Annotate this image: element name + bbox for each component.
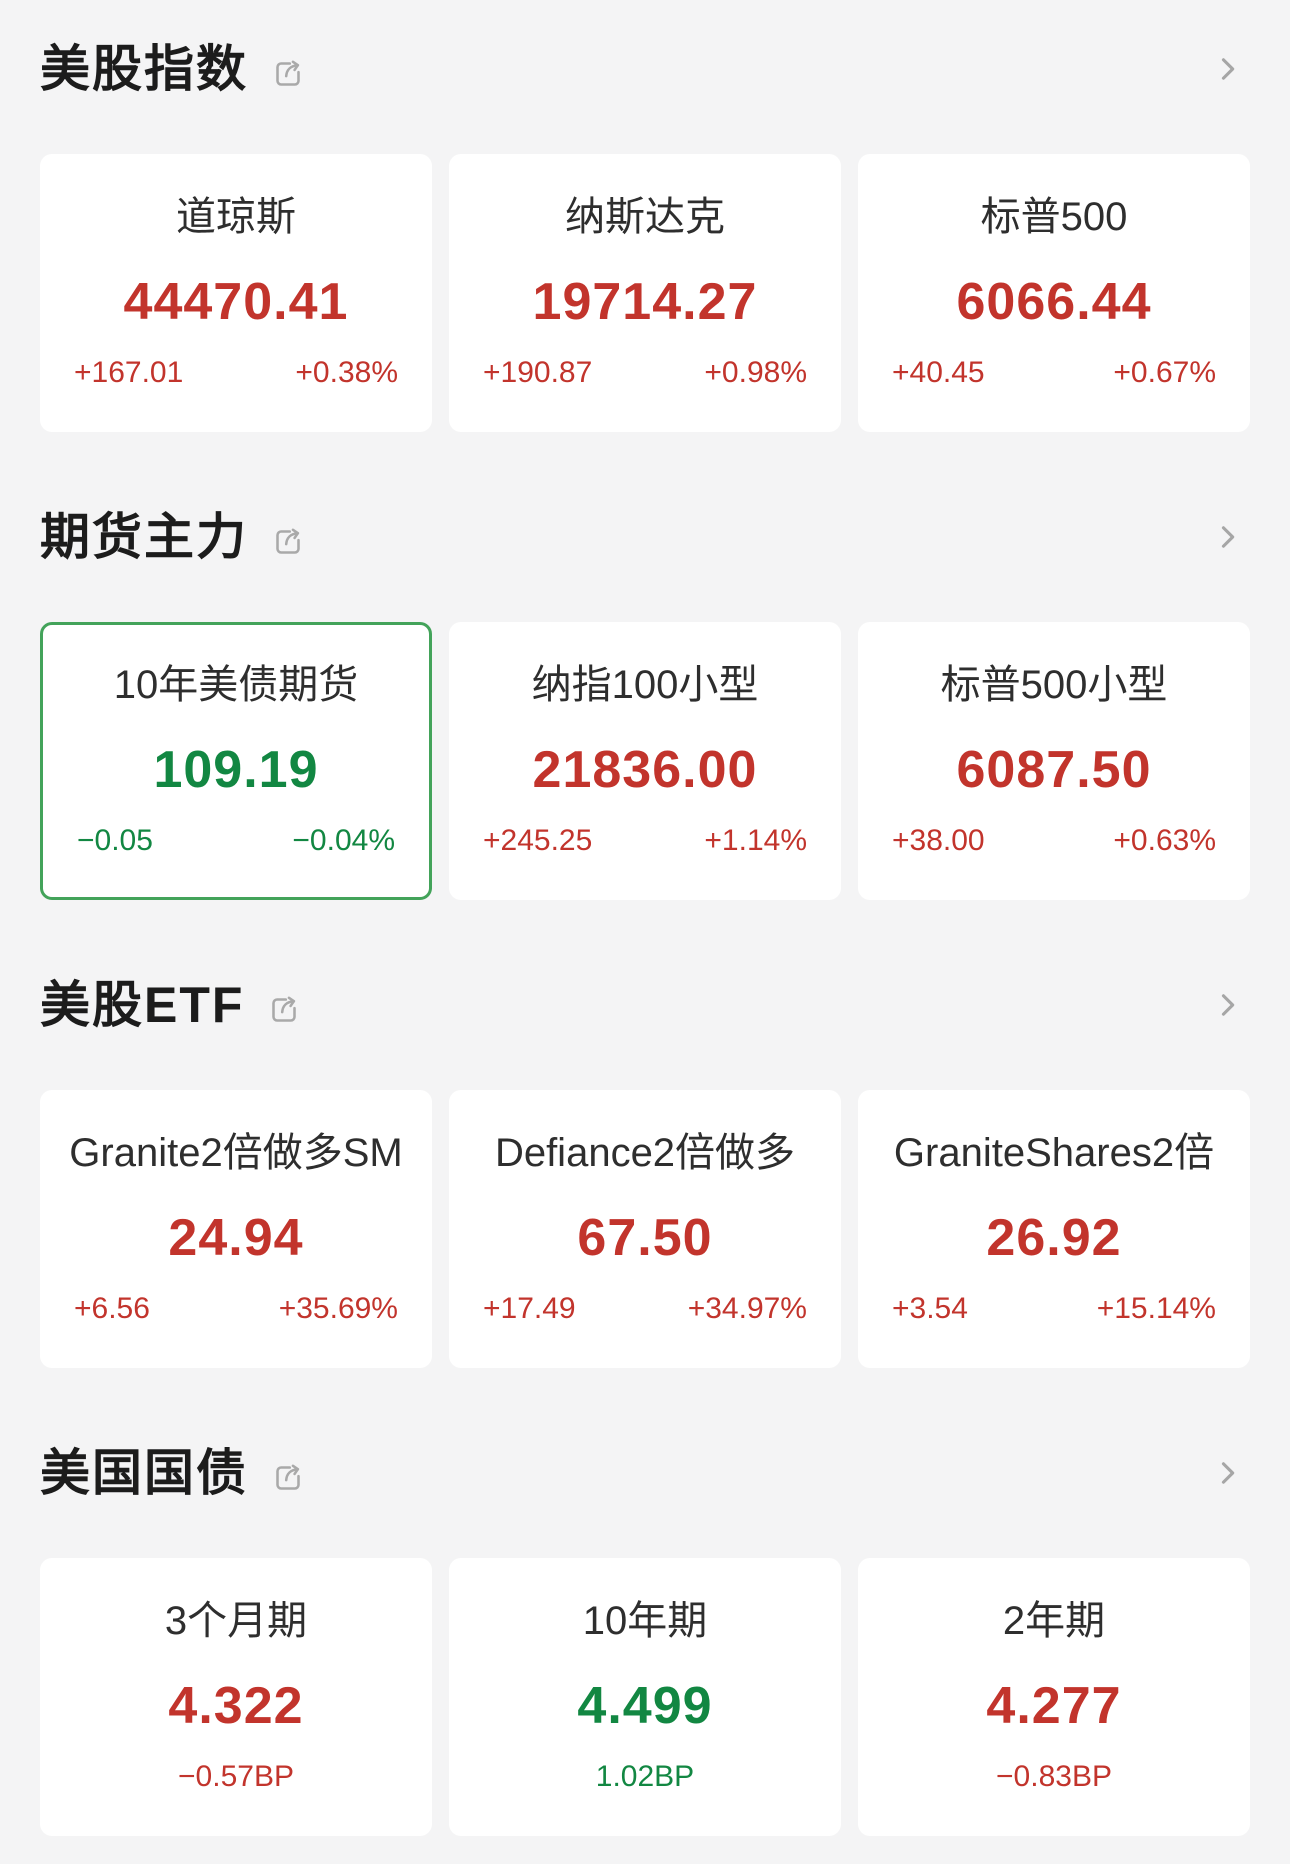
section-title: 期货主力 [40,509,248,565]
quote-name: 标普500 [980,195,1128,239]
quote-price: 109.19 [153,741,319,799]
quote-change-pct: +34.97% [687,1292,807,1325]
quote-price: 67.50 [577,1209,713,1267]
quote-name: 10年期 [582,1599,708,1643]
quote-change-pct: +0.67% [1113,356,1216,389]
quote-yield: 4.277 [986,1677,1122,1735]
quote-name: 道琼斯 [176,195,296,239]
quote-name: 2年期 [1002,1599,1106,1643]
section-header-us-indices[interactable]: 美股指数 [40,40,1250,98]
chevron-right-icon[interactable] [1210,988,1244,1022]
card-row: 道琼斯 44470.41 +167.01 +0.38% 纳斯达克 19714.2… [40,154,1250,432]
quote-card-defiance-2x[interactable]: Defiance2倍做多 67.50 +17.49 +34.97% [449,1090,841,1368]
quote-change: +40.45 [892,356,985,389]
quote-change: +190.87 [483,356,593,389]
quote-name: Granite2倍做多SM [69,1131,403,1175]
quote-change-pct: +0.38% [295,356,398,389]
quote-change-bp: −0.57BP [178,1760,294,1793]
quote-name: 3个月期 [164,1599,308,1643]
section-header-futures[interactable]: 期货主力 [40,508,1250,566]
quote-card-2year-treasury[interactable]: 2年期 4.277 −0.83BP [858,1558,1250,1836]
section-futures: 期货主力 10年美债期货 109.19 [40,508,1250,900]
quote-card-graniteshares-2x[interactable]: GraniteShares2倍 26.92 +3.54 +15.14% [858,1090,1250,1368]
quote-price: 6066.44 [956,273,1152,331]
section-us-etf: 美股ETF Granite2倍做多SM 24.94 [40,976,1250,1368]
share-icon[interactable] [270,524,306,560]
chevron-right-icon[interactable] [1210,1456,1244,1490]
quote-card-sp500-micro[interactable]: 标普500小型 6087.50 +38.00 +0.63% [858,622,1250,900]
share-icon[interactable] [270,56,306,92]
section-title: 美国国债 [40,1445,248,1501]
quote-name: 纳斯达克 [565,195,725,239]
quote-price: 26.92 [986,1209,1122,1267]
quote-change-pct: +15.14% [1096,1292,1216,1325]
quote-card-nasdaq100-micro[interactable]: 纳指100小型 21836.00 +245.25 +1.14% [449,622,841,900]
section-header-us-etf[interactable]: 美股ETF [40,976,1250,1034]
chevron-right-icon[interactable] [1210,520,1244,554]
quote-card-granite-2x-sm[interactable]: Granite2倍做多SM 24.94 +6.56 +35.69% [40,1090,432,1368]
quote-change-pct: +0.63% [1113,824,1216,857]
section-us-treasury: 美国国债 3个月期 4.322 −0. [40,1444,1250,1836]
quote-card-dow[interactable]: 道琼斯 44470.41 +167.01 +0.38% [40,154,432,432]
quote-yield: 4.499 [577,1677,713,1735]
quote-card-3month-treasury[interactable]: 3个月期 4.322 −0.57BP [40,1558,432,1836]
quote-card-10year-treasury[interactable]: 10年期 4.499 1.02BP [449,1558,841,1836]
section-header-us-treasury[interactable]: 美国国债 [40,1444,1250,1502]
quote-card-us10y-future[interactable]: 10年美债期货 109.19 −0.05 −0.04% [40,622,432,900]
quote-change: +167.01 [74,356,184,389]
quote-price: 19714.27 [532,273,758,331]
quote-change: −0.05 [77,824,153,857]
quote-name: Defiance2倍做多 [494,1131,796,1175]
card-row: Granite2倍做多SM 24.94 +6.56 +35.69% Defian… [40,1090,1250,1368]
card-row: 10年美债期货 109.19 −0.05 −0.04% 纳指100小型 2183… [40,622,1250,900]
quote-card-sp500[interactable]: 标普500 6066.44 +40.45 +0.67% [858,154,1250,432]
quote-change: +6.56 [74,1292,150,1325]
share-icon[interactable] [266,992,302,1028]
quote-change-pct: −0.04% [292,824,395,857]
quote-name: GraniteShares2倍 [893,1131,1215,1175]
card-row: 3个月期 4.322 −0.57BP 10年期 4.499 1.02BP 2年期… [40,1558,1250,1836]
section-title: 美股ETF [40,977,245,1033]
quote-price: 44470.41 [123,273,349,331]
share-icon[interactable] [270,1460,306,1496]
quote-price: 24.94 [168,1209,304,1267]
quote-change: +3.54 [892,1292,968,1325]
quote-change-pct: +35.69% [278,1292,398,1325]
quote-name: 10年美债期货 [113,663,359,707]
quote-change-bp: −0.83BP [996,1760,1112,1793]
quote-name: 标普500小型 [940,663,1168,707]
quote-change-pct: +0.98% [704,356,807,389]
quote-change-pct: +1.14% [704,824,807,857]
quote-price: 21836.00 [532,741,758,799]
quote-yield: 4.322 [168,1677,304,1735]
quote-change-bp: 1.02BP [595,1760,695,1793]
section-us-indices: 美股指数 道琼斯 44470.41 + [40,40,1250,432]
quote-price: 6087.50 [956,741,1152,799]
section-title: 美股指数 [40,41,248,97]
quote-change: +17.49 [483,1292,576,1325]
quote-change: +245.25 [483,824,593,857]
quote-name: 纳指100小型 [531,663,759,707]
chevron-right-icon[interactable] [1210,52,1244,86]
quote-change: +38.00 [892,824,985,857]
quote-card-nasdaq[interactable]: 纳斯达克 19714.27 +190.87 +0.98% [449,154,841,432]
